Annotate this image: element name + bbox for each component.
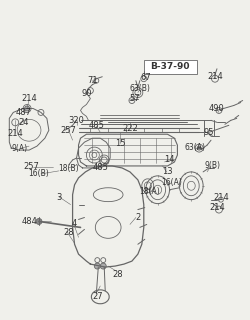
Text: 484: 484 — [21, 217, 37, 226]
Text: 214: 214 — [209, 203, 225, 212]
Text: 63(B): 63(B) — [130, 84, 150, 93]
Text: 214: 214 — [21, 94, 37, 103]
Text: 15: 15 — [115, 139, 125, 148]
Text: 16(A): 16(A) — [161, 178, 182, 187]
Text: 214: 214 — [213, 193, 229, 202]
Text: 57: 57 — [130, 94, 140, 103]
Text: 214: 214 — [207, 72, 223, 81]
Text: 95: 95 — [204, 128, 214, 137]
Text: 490: 490 — [209, 104, 225, 113]
Text: 2: 2 — [135, 213, 140, 222]
Text: 14: 14 — [164, 156, 175, 164]
Text: 13: 13 — [162, 167, 173, 176]
Text: 18(A): 18(A) — [139, 187, 160, 196]
Text: 257: 257 — [61, 126, 76, 135]
Text: 257: 257 — [23, 163, 39, 172]
Text: 320: 320 — [68, 116, 84, 125]
Text: 63(A): 63(A) — [185, 143, 206, 152]
Text: 24: 24 — [18, 118, 28, 127]
Text: 67: 67 — [140, 73, 151, 82]
Text: 214: 214 — [7, 129, 23, 138]
Text: 27: 27 — [92, 292, 102, 301]
Text: 485: 485 — [92, 164, 108, 172]
Text: 90: 90 — [81, 89, 92, 98]
Text: 9(A): 9(A) — [11, 144, 27, 153]
Text: 28: 28 — [113, 269, 124, 278]
Circle shape — [94, 263, 100, 269]
Text: 16(B): 16(B) — [28, 169, 49, 178]
Circle shape — [36, 219, 42, 224]
Circle shape — [100, 263, 106, 269]
Text: 18(B): 18(B) — [58, 164, 79, 173]
Circle shape — [197, 146, 201, 150]
Circle shape — [25, 106, 29, 111]
Text: 28: 28 — [63, 228, 74, 237]
Text: 487: 487 — [15, 108, 31, 117]
Text: 4: 4 — [72, 219, 77, 228]
Text: 3: 3 — [56, 193, 62, 202]
FancyBboxPatch shape — [144, 60, 197, 74]
Text: 9(B): 9(B) — [204, 162, 220, 171]
Text: 485: 485 — [88, 121, 104, 130]
Text: 71: 71 — [87, 76, 98, 85]
Text: 222: 222 — [122, 124, 138, 133]
Text: B-37-90: B-37-90 — [150, 62, 189, 71]
